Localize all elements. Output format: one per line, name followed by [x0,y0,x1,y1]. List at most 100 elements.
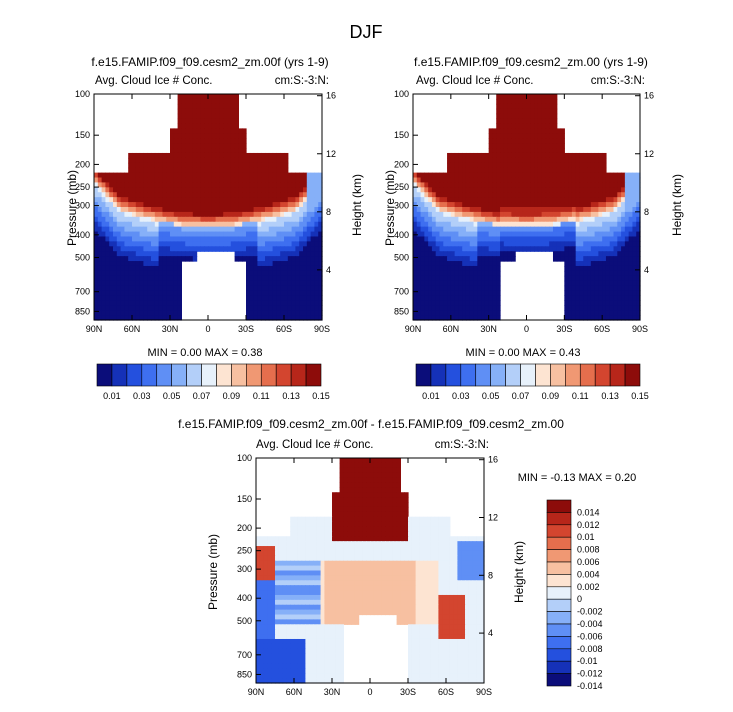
field-cell [419,541,424,547]
field-cell [507,251,512,257]
field-cell [438,536,443,542]
field-cell [605,231,611,238]
field-cell [598,167,603,174]
field-cell [415,526,420,532]
field-cell [454,226,459,233]
colorbar-label: 0.11 [572,391,589,401]
field-cell [518,231,524,238]
field-cell [636,305,641,311]
field-cell [450,157,456,164]
field-cell [124,275,129,282]
field-cell [287,256,293,262]
field-cell [624,182,630,188]
field-cell [500,113,505,120]
field-cell [238,143,243,149]
field-cell [173,211,179,218]
field-cell [343,550,348,557]
field-cell [476,550,481,557]
field-cell [424,261,429,267]
field-cell [624,221,630,228]
field-cell [496,98,501,105]
field-cell [381,555,386,562]
field-cell [124,305,129,311]
field-cell [339,546,344,552]
field-cell [166,280,171,287]
field-cell [332,550,337,557]
field-cell [396,546,401,552]
field-cell [613,275,618,282]
field-cell [249,157,255,164]
field-cell [488,152,494,159]
field-cell [503,187,509,193]
field-cell [454,305,459,311]
field-cell [628,177,634,184]
field-cell [518,103,524,110]
field-cell [396,516,401,523]
field-cell [579,197,584,203]
field-cell [320,570,325,576]
field-cell [335,541,341,547]
field-cell [278,565,284,572]
field-cell [624,197,630,203]
field-cell [200,138,205,144]
field-cell [636,300,641,306]
field-cell [151,231,156,238]
field-cell [287,246,293,252]
field-cell [354,487,360,493]
field-cell [400,565,405,572]
field-cell [537,216,543,223]
field-cell [594,251,599,257]
field-cell [316,570,322,576]
field-cell [477,207,482,213]
field-cell [109,315,114,321]
field-cell [139,167,144,174]
field-cell [215,231,220,238]
field-cell [189,192,194,198]
field-cell [139,246,144,252]
field-cell [181,148,186,154]
field-cell [234,172,239,179]
field-cell [265,231,270,238]
field-cell [271,555,276,562]
field-cell [135,290,141,297]
field-cell [462,246,467,252]
field-cell [268,162,274,169]
field-cell [598,251,603,257]
field-cell [515,148,520,154]
field-cell [526,167,531,174]
field-cell [132,285,137,292]
field-cell [249,197,255,203]
field-cell [166,246,171,252]
field-cell [263,541,268,547]
field-cell [583,226,588,233]
field-cell [147,310,152,316]
field-cell [428,241,433,247]
field-cell [94,231,99,238]
field-cell [339,536,344,542]
field-cell [101,295,106,301]
field-cell [447,270,452,277]
field-cell [256,575,261,581]
field-cell [351,550,356,557]
field-cell [276,315,281,321]
field-cell [462,167,467,174]
field-cell [162,187,167,193]
field-cell [185,128,190,134]
field-cell [354,502,360,508]
field-cell [560,148,565,154]
field-cell [208,98,213,105]
field-cell [147,177,152,184]
field-cell [166,236,171,242]
field-cell [268,231,274,238]
field-cell [287,290,293,297]
field-cell [507,103,512,110]
field-cell [332,536,337,542]
field-cell [170,182,175,188]
field-cell [598,256,603,262]
field-cell [462,295,467,301]
field-cell [120,202,125,208]
field-cell [280,251,285,257]
field-cell [447,246,452,252]
field-cell [526,226,531,233]
field-cell [545,118,550,125]
